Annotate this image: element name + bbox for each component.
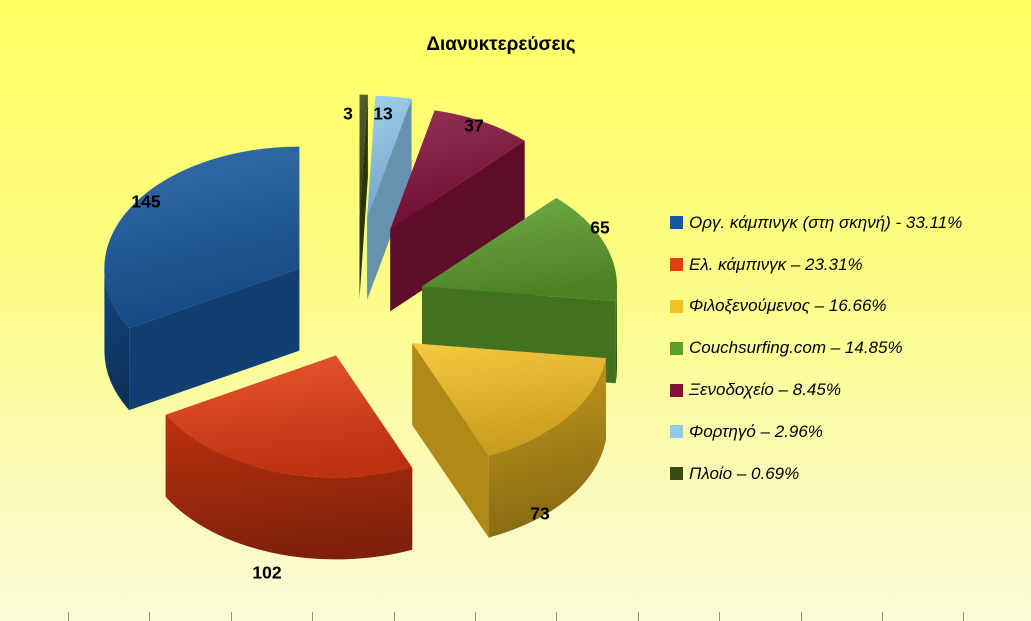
legend-label: Couchsurfing.com – 14.85% xyxy=(689,338,903,358)
ruler-tick xyxy=(801,612,802,621)
ruler-tick xyxy=(394,612,395,621)
ruler-tick xyxy=(719,612,720,621)
legend-swatch xyxy=(670,425,683,439)
pie-slice-1-top xyxy=(165,355,413,478)
legend-swatch xyxy=(670,299,683,313)
legend-swatch xyxy=(670,341,683,355)
legend-swatch xyxy=(670,467,683,481)
slice-value-label: 3 xyxy=(343,103,353,124)
slice-value-label: 145 xyxy=(131,191,161,212)
ruler-tick xyxy=(312,612,313,621)
legend-label: Φιλοξενούμενος – 16.66% xyxy=(689,296,887,316)
pie-slice-0-cut-face xyxy=(129,268,300,411)
chart-title: Διανυκτερεύσεις xyxy=(426,34,576,55)
ruler-tick xyxy=(475,612,476,621)
slice-value-label: 65 xyxy=(590,217,610,238)
pie-slice-0-top xyxy=(104,146,300,329)
ruler-tick xyxy=(231,612,232,621)
legend-swatch xyxy=(670,383,683,397)
legend-item: Φορτηγό – 2.96% xyxy=(670,411,1030,453)
legend-item: Φιλοξενούμενος – 16.66% xyxy=(670,286,1030,328)
pie-slice-3-wall xyxy=(615,286,618,384)
slice-value-label: 102 xyxy=(252,562,282,583)
ruler-tick xyxy=(638,612,639,621)
pie-slice-1-wall xyxy=(165,414,413,560)
legend-item: Πλοίο – 0.69% xyxy=(670,453,1030,495)
pie-slice-0-wall xyxy=(104,268,130,411)
legend-swatch xyxy=(670,216,683,230)
slice-value-label: 73 xyxy=(530,503,550,524)
ruler-tick xyxy=(149,612,150,621)
legend-item: Οργ. κάμπινγκ (στη σκηνή) - 33.11% xyxy=(670,202,1030,244)
slice-value-label: 37 xyxy=(464,115,484,136)
pie-slice-6-cut-face xyxy=(359,94,368,299)
pie-slice-5-cut-face xyxy=(367,98,412,300)
ruler-tick xyxy=(882,612,883,621)
legend-label: Φορτηγό – 2.96% xyxy=(689,421,823,441)
ruler-tick xyxy=(963,612,964,621)
pie-slice-4-cut-face xyxy=(390,140,525,312)
legend-item: Couchsurfing.com – 14.85% xyxy=(670,327,1030,369)
legend-label: Ελ. κάμπινγκ – 23.31% xyxy=(689,254,863,274)
pie-slice-5-top xyxy=(367,95,412,218)
legend: Οργ. κάμπινγκ (στη σκηνή) - 33.11% Ελ. κά… xyxy=(670,202,1030,495)
legend-label: Πλοίο – 0.69% xyxy=(689,463,800,483)
legend-label: Ξενοδοχείο – 8.45% xyxy=(689,380,841,400)
legend-swatch xyxy=(670,258,683,272)
pie-slice-4-top xyxy=(390,110,525,230)
ruler-tick xyxy=(68,612,69,621)
slice-value-label: 13 xyxy=(373,103,393,124)
legend-item: Ελ. κάμπινγκ – 23.31% xyxy=(670,244,1030,286)
legend-label: Οργ. κάμπινγκ (στη σκηνή) - 33.11% xyxy=(689,212,963,232)
pie-slice-3-top xyxy=(422,198,618,302)
pie-slice-2-wall xyxy=(488,358,606,538)
legend-item: Ξενοδοχείο – 8.45% xyxy=(670,369,1030,411)
pie-slice-2-top xyxy=(412,343,606,456)
ruler-tick xyxy=(556,612,557,621)
pie-slice-6-top xyxy=(359,94,368,217)
